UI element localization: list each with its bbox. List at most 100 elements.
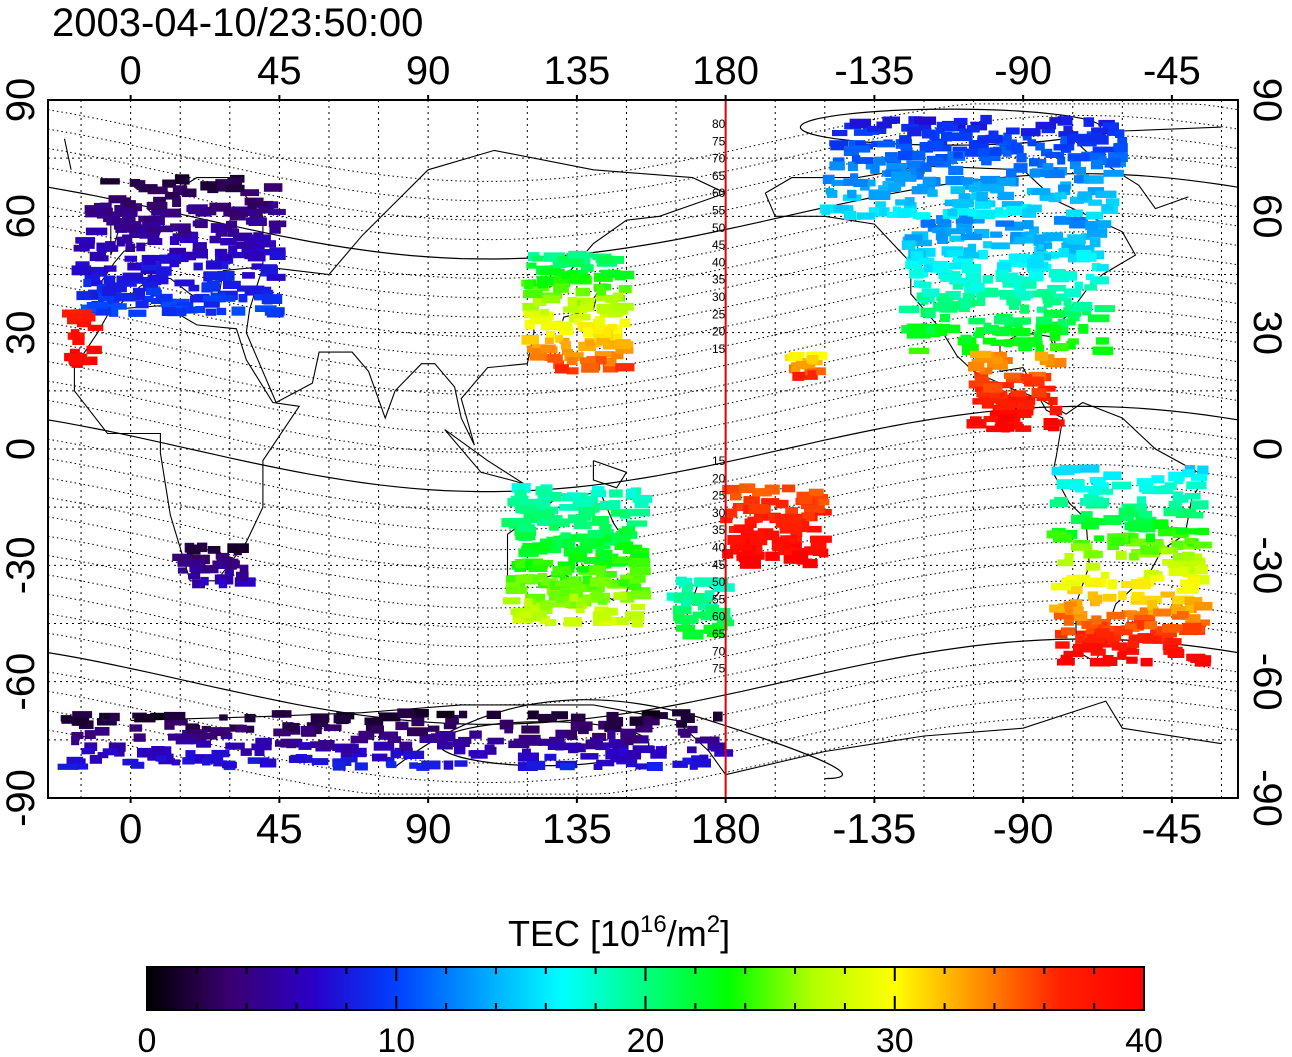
tec-cell [617, 748, 629, 757]
bottom-lon-label: -90 [993, 805, 1054, 852]
tec-cell [1067, 586, 1083, 595]
coastline [73, 304, 301, 582]
tec-cell [373, 741, 395, 751]
tec-cell [548, 537, 559, 548]
mlat-label-south: 15 [712, 454, 726, 468]
tec-cell [641, 745, 655, 754]
tec-cell [436, 710, 455, 719]
tec-cell [169, 260, 180, 268]
tec-cell [1051, 582, 1072, 591]
tec-cell [407, 727, 428, 737]
tec-cell [1158, 527, 1178, 537]
tec-cell [870, 164, 880, 174]
left-lat-label: 90 [0, 78, 43, 123]
tec-cell [598, 255, 615, 264]
tec-cell [1023, 220, 1034, 230]
tec-cell [378, 712, 401, 722]
tec-cell [812, 546, 823, 556]
tec-cell [604, 607, 618, 616]
tec-cell [1084, 550, 1103, 559]
tec-cell [245, 236, 257, 247]
tec-cell [947, 208, 958, 217]
tec-cell [977, 136, 1000, 144]
tec-cell [537, 714, 558, 721]
bottom-lon-label: 0 [119, 805, 142, 852]
tec-cell [602, 363, 619, 373]
tec-cell [568, 553, 588, 563]
tec-cell [990, 339, 1007, 346]
tec-cell [151, 207, 167, 216]
tec-cell [1085, 629, 1094, 639]
mlat-contour [48, 328, 1238, 415]
tec-cell [310, 713, 330, 723]
tec-cell [613, 256, 625, 264]
tec-cell [681, 587, 693, 595]
tec-cell [613, 292, 624, 301]
tec-cell [268, 208, 286, 215]
tec-cell [517, 752, 539, 762]
tec-cell [1005, 205, 1025, 216]
mlat-label-north: 55 [712, 204, 726, 218]
tec-cell [1099, 497, 1110, 507]
tec-cell [84, 205, 96, 214]
frame-tick-top [427, 95, 430, 100]
tec-cell [566, 357, 578, 366]
tec-cell [164, 191, 180, 200]
tec-cell [1039, 192, 1055, 200]
tec-cell [596, 288, 607, 296]
tec-cell [1088, 486, 1102, 496]
tec-cell [1193, 541, 1212, 549]
tec-cell [1124, 505, 1136, 515]
right-lat-label: -90 [1245, 769, 1289, 827]
tec-cell [1013, 283, 1026, 292]
tec-cell [1171, 540, 1184, 550]
tec-cell [1069, 159, 1081, 170]
tec-cell [1032, 168, 1050, 177]
tec-cell [1197, 465, 1209, 475]
tec-cell [981, 147, 1002, 156]
tec-cell [632, 494, 653, 503]
tec-cell [1038, 385, 1056, 392]
tec-cell [908, 167, 917, 176]
tec-cell [617, 270, 635, 280]
tec-cell [89, 755, 102, 764]
tec-cell [1140, 595, 1162, 604]
tec-cell [103, 275, 116, 285]
tec-cell [570, 713, 586, 722]
tec-cell [936, 215, 950, 225]
tec-cell [92, 306, 112, 316]
tec-cell [911, 186, 930, 195]
tec-cell [1022, 204, 1032, 213]
tec-cell [1031, 388, 1047, 398]
tec-cell [419, 734, 439, 743]
tec-cell [113, 220, 124, 230]
tec-cell [700, 611, 719, 621]
tec-cell [89, 251, 106, 262]
tec-cell [225, 184, 245, 193]
tec-cell [1034, 234, 1045, 245]
tec-cell [227, 177, 243, 187]
tec-cell [1143, 510, 1152, 519]
tec-cell [1036, 306, 1047, 313]
tec-cell [205, 308, 217, 316]
tec-cell [1075, 485, 1090, 493]
tec-cell [580, 303, 594, 312]
tec-cell [219, 714, 228, 721]
tec-cell [527, 760, 546, 770]
tec-cell [549, 523, 559, 531]
tec-cell [967, 243, 977, 253]
tec-cell [122, 758, 133, 766]
tec-cell [904, 197, 915, 206]
tec-cell [609, 617, 629, 626]
tec-cell [1002, 275, 1024, 284]
tec-cell [1186, 481, 1207, 490]
tec-cell [1173, 531, 1187, 539]
tec-cell [399, 741, 413, 751]
mlat-label-north: 20 [712, 325, 726, 339]
tec-cell [599, 551, 612, 560]
tec-cell [960, 177, 973, 185]
tec-cell [1043, 418, 1059, 426]
tec-cell [1010, 231, 1022, 241]
tec-cell [136, 242, 146, 252]
tec-cell [577, 322, 596, 331]
